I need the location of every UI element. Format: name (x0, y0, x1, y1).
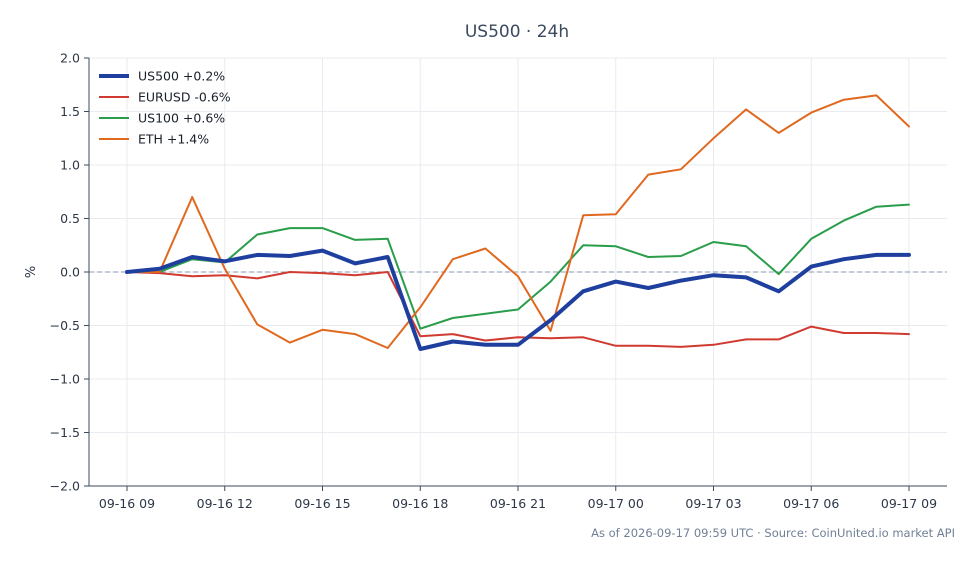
legend-label-0: US500 +0.2% (138, 69, 225, 84)
y-axis-ticks: −2.0 −1.5 −1.0 −0.5 0.0 0.5 1.0 1.5 2.0 (50, 51, 89, 494)
x-tick-label-4: 09-16 21 (490, 496, 546, 511)
x-tick-label-6: 09-17 03 (685, 496, 741, 511)
x-tick-label-0: 09-16 09 (99, 496, 155, 511)
y-tick-label-5: 0.5 (60, 211, 80, 226)
y-tick-label-6: 1.0 (60, 158, 80, 173)
chart-title: US500 · 24h (465, 22, 569, 42)
y-tick-label-8: 2.0 (60, 51, 80, 66)
y-tick-label-1: −1.5 (50, 425, 80, 440)
x-tick-label-7: 09-17 06 (783, 496, 839, 511)
x-tick-label-3: 09-16 18 (392, 496, 448, 511)
legend-label-3: ETH +1.4% (138, 132, 209, 147)
y-tick-label-4: 0.0 (60, 265, 80, 280)
source-footnote: As of 2026-09-17 09:59 UTC · Source: Coi… (591, 526, 955, 540)
series-line-0 (125, 248, 911, 351)
y-tick-label-0: −2.0 (50, 479, 80, 494)
legend-label-2: US100 +0.6% (138, 111, 225, 126)
series-line-1 (126, 271, 910, 348)
series-lines (125, 94, 911, 351)
x-tick-label-2: 09-16 15 (294, 496, 350, 511)
legend-label-1: EURUSD -0.6% (138, 90, 231, 105)
x-tick-label-8: 09-17 09 (881, 496, 937, 511)
y-tick-label-2: −1.0 (50, 372, 80, 387)
y-axis-label: % (24, 266, 39, 278)
series-line-3 (126, 94, 910, 349)
y-tick-label-3: −0.5 (50, 318, 80, 333)
x-tick-label-1: 09-16 12 (197, 496, 253, 511)
x-tick-label-5: 09-17 00 (588, 496, 644, 511)
series-line-2 (126, 203, 910, 330)
legend: US500 +0.2% EURUSD -0.6% US100 +0.6% ETH +1… (99, 69, 231, 147)
x-axis-ticks: 09-16 09 09-16 12 09-16 15 09-16 18 09-16 21… (99, 486, 937, 511)
y-tick-label-7: 1.5 (60, 104, 80, 119)
